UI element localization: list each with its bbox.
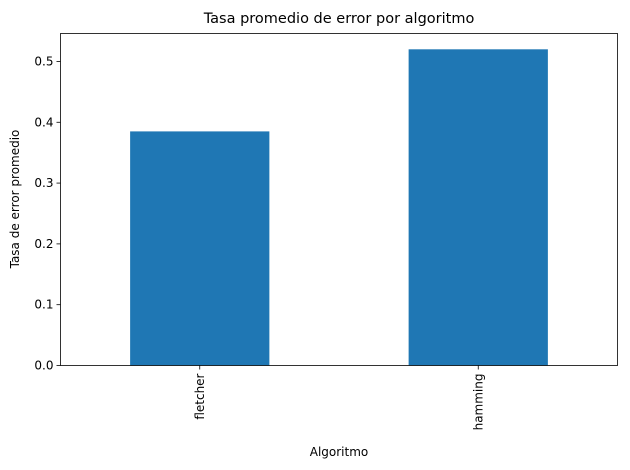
y-tick-label: 0.0 [34, 359, 53, 373]
y-axis-ticks: 0.0 0.1 0.2 0.3 0.4 0.5 [34, 54, 61, 373]
plot-area-frame [60, 33, 618, 366]
x-tick-label-hamming: hamming [471, 374, 485, 431]
chart-title: Tasa promedio de error por algoritmo [203, 11, 475, 27]
bar-hamming [408, 49, 548, 366]
x-axis-label: Algoritmo [310, 445, 369, 459]
y-tick-label: 0.5 [34, 54, 53, 68]
y-tick-label: 0.2 [34, 237, 53, 251]
y-axis-label: Tasa de error promedio [8, 130, 22, 270]
bars-layer [130, 49, 548, 366]
y-tick-label: 0.4 [34, 115, 53, 129]
y-tick-label: 0.3 [34, 176, 53, 190]
x-axis-ticks: fletcher hamming [193, 365, 485, 431]
bar-fletcher [130, 131, 270, 366]
x-tick-label-fletcher: fletcher [193, 373, 207, 419]
y-tick-label: 0.1 [34, 298, 53, 312]
